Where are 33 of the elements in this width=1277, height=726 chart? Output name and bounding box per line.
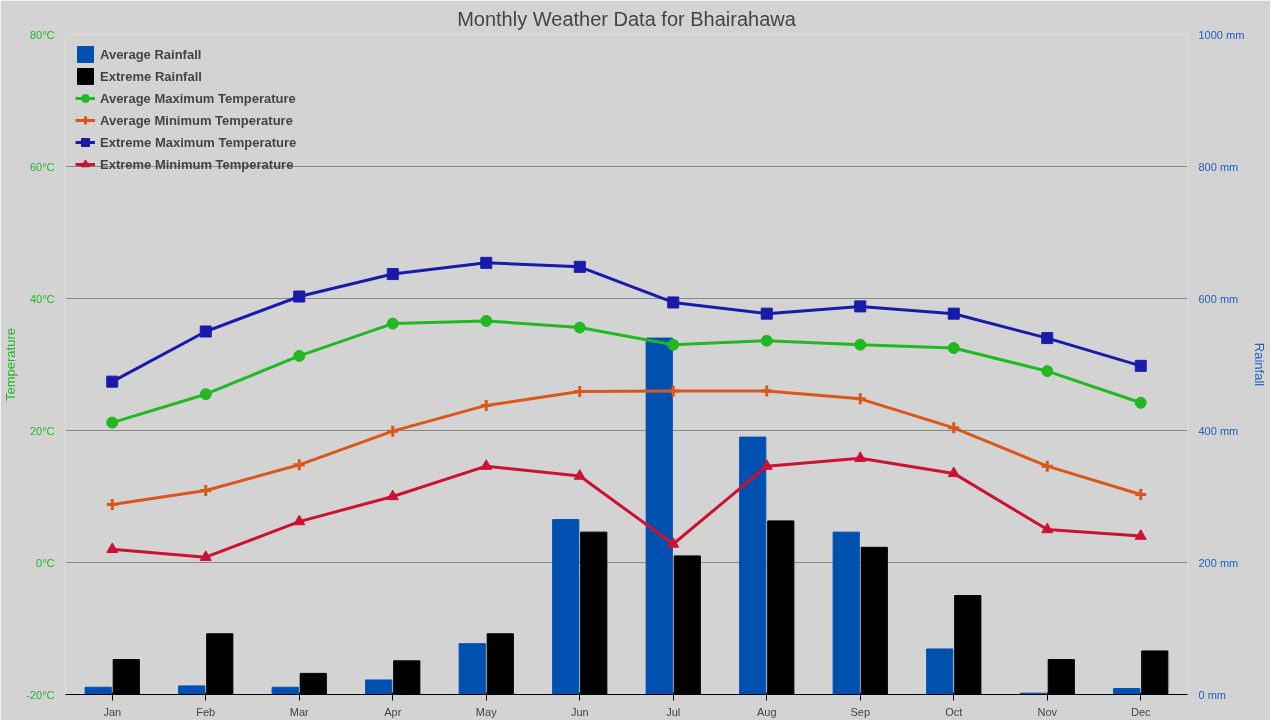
legend-label: Extreme Maximum Temperature (100, 134, 297, 150)
x-tick-label: Dec (1130, 705, 1152, 718)
y-tick-label: 60°C (29, 160, 55, 173)
y-axis-title: Temperature (3, 328, 19, 401)
y-tick-label: 0°C (36, 556, 55, 569)
x-tick-label: Aug (756, 705, 777, 718)
y2-tick-label: 600 mm (1198, 292, 1239, 305)
y2-tick-label: 400 mm (1198, 424, 1239, 437)
x-tick-label: Jun (570, 705, 589, 718)
chart-title: Monthly Weather Data for Bhairahawa (457, 7, 797, 30)
legend-label: Average Rainfall (100, 46, 202, 62)
x-tick-label: Mar (289, 705, 310, 718)
x-tick-label: Feb (196, 705, 216, 718)
legend-label: Extreme Rainfall (100, 68, 202, 84)
x-tick-label: Sep (850, 705, 871, 718)
y-tick-label: 20°C (29, 424, 55, 437)
legend-label: Average Minimum Temperature (100, 112, 293, 128)
x-tick-label: Jan (103, 705, 122, 718)
y2-axis-title: Rainfall (1252, 342, 1268, 387)
x-tick-label: Nov (1037, 705, 1058, 718)
y2-tick-label: 0 mm (1198, 688, 1226, 701)
y2-tick-label: 200 mm (1198, 556, 1239, 569)
x-tick-label: May (475, 705, 498, 718)
y2-tick-label: 800 mm (1198, 160, 1239, 173)
x-tick-label: Oct (945, 705, 963, 718)
x-tick-label: Apr (384, 705, 402, 718)
legend-label: Extreme Minimum Temperature (100, 156, 294, 172)
y-tick-label: -20°C (26, 688, 55, 701)
x-tick-label: Jul (666, 705, 681, 718)
y-tick-label: 40°C (29, 292, 55, 305)
y-tick-label: 80°C (29, 28, 55, 41)
y2-tick-label: 1000 mm (1198, 28, 1245, 41)
legend-label: Average Maximum Temperature (100, 90, 296, 106)
